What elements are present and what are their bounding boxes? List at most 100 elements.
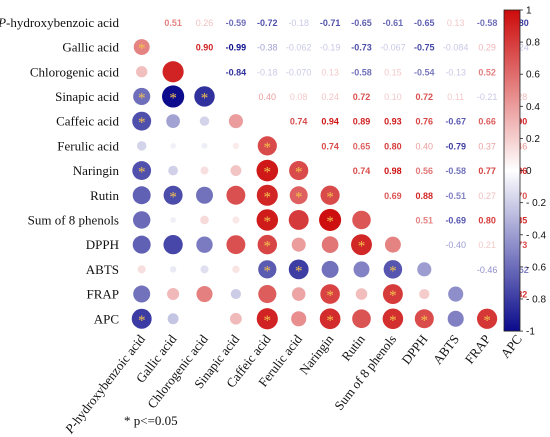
sig-marker-9-7: * bbox=[358, 239, 366, 255]
sig-marker-3-2: * bbox=[201, 90, 209, 106]
corr-value-0-9: -0.65 bbox=[414, 18, 435, 28]
sig-marker-12-0: * bbox=[138, 313, 146, 329]
corr-circle-7-3 bbox=[226, 185, 246, 205]
corr-circle-8-3 bbox=[232, 216, 240, 224]
sig-marker-3-1: * bbox=[169, 90, 177, 106]
corr-value-1-2: 0.90 bbox=[196, 43, 214, 53]
corr-circle-7-1 bbox=[163, 185, 183, 205]
corr-circle-12-8 bbox=[382, 308, 404, 330]
corr-circle-11-9 bbox=[419, 288, 430, 300]
sig-marker-9-4: * bbox=[264, 239, 272, 255]
corr-circle-12-2 bbox=[203, 317, 206, 320]
corr-circle-4-3 bbox=[228, 114, 243, 129]
sig-marker-3-0: * bbox=[138, 90, 146, 106]
corr-value-4-10: -0.67 bbox=[445, 117, 466, 127]
corr-circle-9-2 bbox=[196, 236, 213, 253]
corr-circle-6-0 bbox=[132, 161, 152, 180]
colorbar-tick-label-0: 1 bbox=[526, 6, 532, 17]
corr-value-3-8: 0.10 bbox=[384, 92, 402, 102]
corr-circle-11-6 bbox=[320, 284, 340, 304]
corr-value-4-8: 0.93 bbox=[384, 117, 402, 127]
corr-circle-10-7 bbox=[353, 261, 370, 278]
corr-circle-9-3 bbox=[226, 235, 246, 255]
corr-circle-9-6 bbox=[321, 236, 339, 253]
corr-circle-11-0 bbox=[133, 285, 151, 303]
corr-circle-11-2 bbox=[196, 286, 213, 303]
row-label-gallic-acid: Gallic acid bbox=[62, 40, 119, 55]
corr-circle-9-0 bbox=[132, 235, 151, 254]
sig-marker-6-4: * bbox=[264, 165, 272, 181]
corr-value-4-5: 0.74 bbox=[290, 117, 308, 127]
corr-circle-7-5 bbox=[289, 186, 308, 205]
corr-value-5-7: 0.65 bbox=[353, 141, 371, 151]
corr-circle-4-2 bbox=[199, 116, 210, 126]
corr-value-6-10: -0.58 bbox=[445, 166, 466, 176]
sig-marker-12-4: * bbox=[264, 313, 272, 329]
corr-circle-12-10 bbox=[447, 310, 464, 327]
sig-marker-10-5: * bbox=[295, 263, 303, 279]
colorbar-tick-label-10: -1 bbox=[526, 327, 535, 338]
col-label-naringin: Naringin bbox=[296, 331, 337, 377]
corr-circle-10-5 bbox=[288, 259, 309, 280]
corr-value-0-11: -0.58 bbox=[477, 18, 498, 28]
corr-value-4-11: 0.66 bbox=[478, 117, 496, 127]
corr-value-6-11: 0.77 bbox=[478, 166, 496, 176]
row-label-sum-of-8-phenols: Sum of 8 phenols bbox=[28, 212, 119, 227]
colorbar-tick-label-5: 0 bbox=[526, 166, 532, 177]
colorbar-gradient bbox=[503, 9, 521, 332]
corr-value-6-9: 0.56 bbox=[416, 166, 434, 176]
corr-value-3-9: 0.72 bbox=[416, 92, 434, 102]
corr-value-1-5: -0.062 bbox=[286, 43, 312, 53]
corr-value-0-10: 0.13 bbox=[447, 18, 465, 28]
corr-circle-5-2 bbox=[201, 142, 208, 149]
corr-circle-12-7 bbox=[352, 309, 371, 329]
colorbar: 1 0.8 0.6 0.4 0.2 0 - 0.2 - 0.4 - 0.6 - 0.8 -1 bbox=[503, 6, 546, 338]
colorbar-tick-label-3: 0.4 bbox=[526, 102, 540, 113]
corr-value-6-7: 0.74 bbox=[353, 166, 371, 176]
corr-circle-3-0 bbox=[133, 87, 151, 106]
corr-circle-1-0 bbox=[133, 39, 150, 56]
row-label-rutin: Rutin bbox=[90, 188, 119, 203]
corr-value-7-11: 0.27 bbox=[478, 191, 496, 201]
corr-value-0-2: 0.26 bbox=[196, 18, 214, 28]
col-label-dpph: DPPH bbox=[398, 332, 430, 367]
corr-value-0-5: -0.18 bbox=[288, 18, 309, 28]
corr-circle-9-1 bbox=[163, 234, 183, 255]
corr-value-0-1: 0.51 bbox=[164, 18, 182, 28]
corr-circle-8-1 bbox=[170, 217, 176, 223]
corr-circle-4-0 bbox=[132, 111, 152, 131]
corr-value-5-9: 0.40 bbox=[416, 141, 434, 151]
sig-marker-11-8: * bbox=[389, 288, 397, 304]
corr-value-5-6: 0.74 bbox=[321, 141, 339, 151]
corr-circle-12-3 bbox=[229, 312, 242, 325]
colorbar-tick-label-9: - 0.8 bbox=[526, 294, 546, 305]
corr-circle-3-2 bbox=[194, 86, 215, 107]
sig-marker-7-1: * bbox=[169, 189, 177, 205]
corr-circle-9-8 bbox=[384, 236, 401, 253]
corr-circle-11-1 bbox=[167, 288, 180, 301]
corr-value-2-8: 0.15 bbox=[384, 67, 402, 77]
corr-circle-5-4 bbox=[257, 136, 277, 156]
colorbar-tick-label-1: 0.8 bbox=[526, 38, 540, 49]
corr-value-3-11: -0.21 bbox=[477, 92, 498, 102]
corr-value-8-10: -0.69 bbox=[445, 215, 466, 225]
corr-value-2-11: 0.52 bbox=[478, 67, 496, 77]
corr-circle-7-2 bbox=[196, 186, 213, 204]
sig-marker-7-5: * bbox=[295, 189, 303, 205]
corr-circle-10-3 bbox=[232, 265, 240, 274]
sig-marker-7-4: * bbox=[264, 189, 272, 205]
corr-circle-12-5 bbox=[291, 311, 307, 327]
corr-circle-6-5 bbox=[289, 160, 309, 181]
sig-marker-12-9: * bbox=[421, 313, 429, 329]
corr-value-3-6: 0.24 bbox=[321, 92, 339, 102]
corr-circle-6-4 bbox=[256, 159, 279, 182]
corr-circle-11-7 bbox=[355, 288, 368, 300]
corr-circle-12-1 bbox=[167, 313, 179, 325]
corr-value-8-9: 0.51 bbox=[416, 215, 434, 225]
corr-value-1-11: 0.29 bbox=[478, 43, 496, 53]
corr-circle-11-4 bbox=[258, 284, 277, 304]
corr-value-3-5: 0.08 bbox=[290, 92, 308, 102]
corr-value-0-3: -0.59 bbox=[226, 18, 247, 28]
corr-value-2-3: -0.84 bbox=[226, 67, 247, 77]
corr-circle-5-1 bbox=[170, 143, 176, 149]
